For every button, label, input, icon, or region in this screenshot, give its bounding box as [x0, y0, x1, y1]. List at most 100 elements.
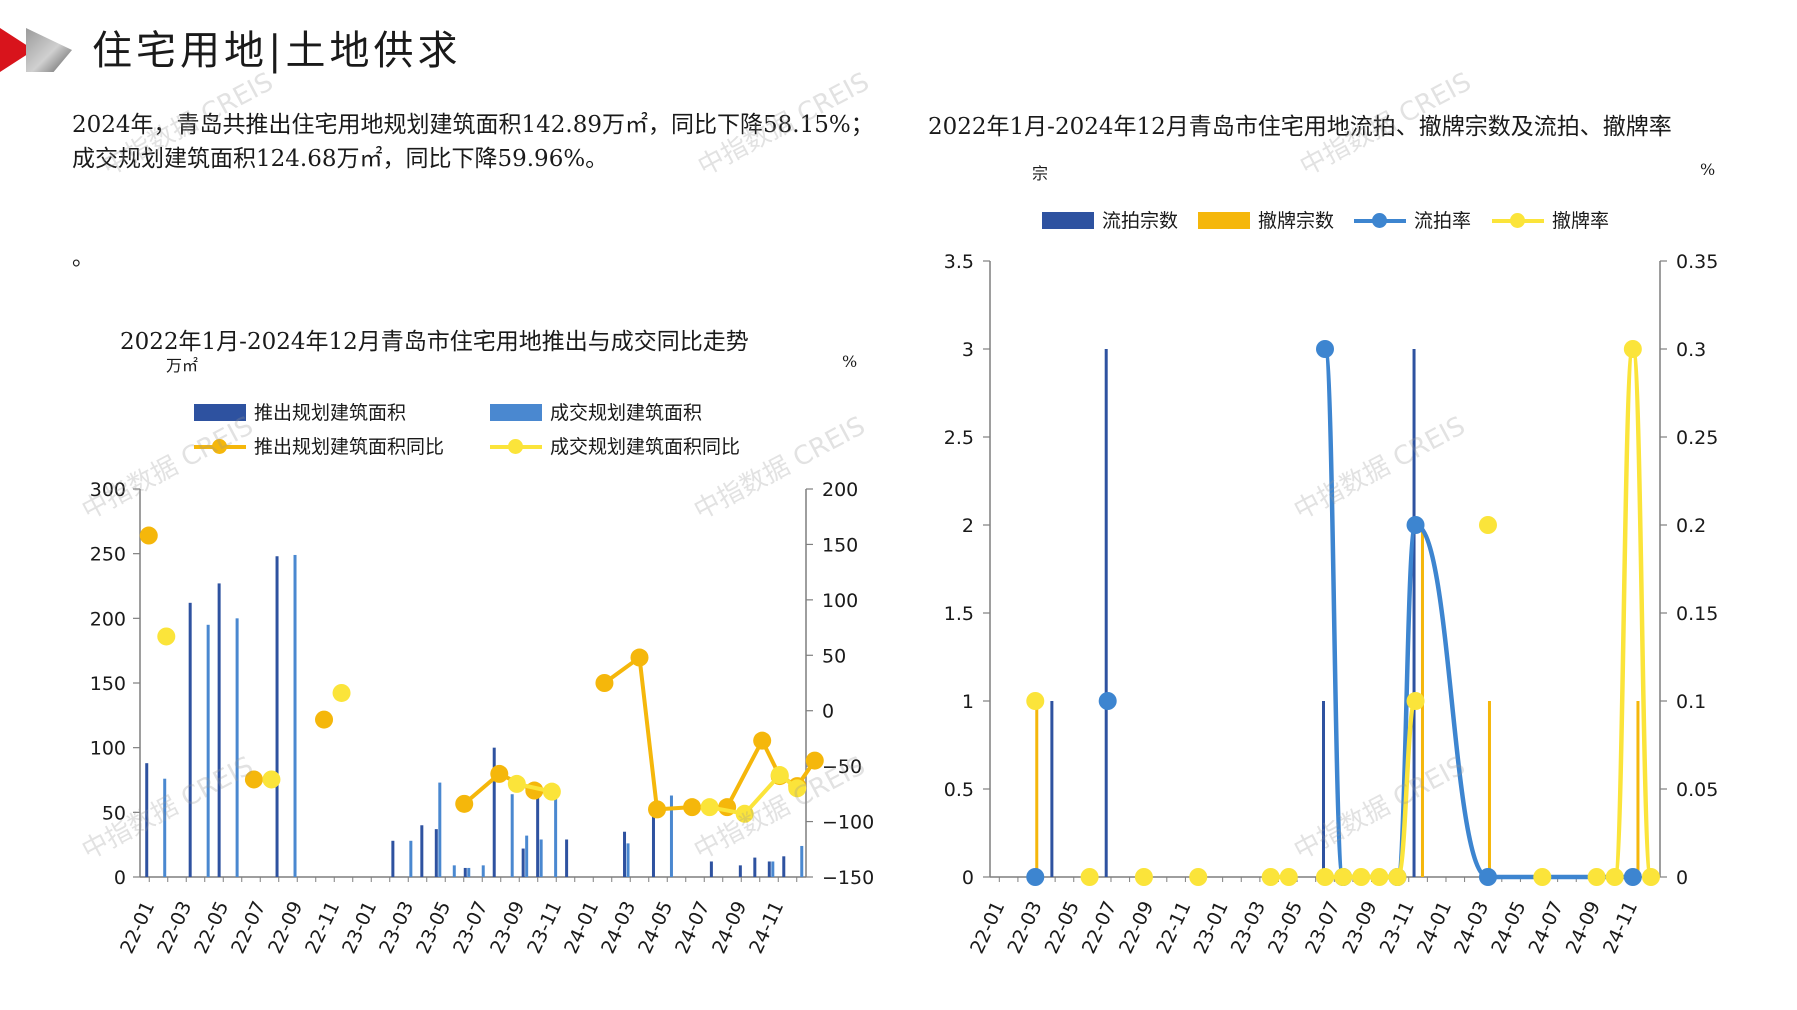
line-marker: [244, 770, 263, 789]
bar: [434, 829, 438, 877]
bar: [145, 763, 149, 877]
y-right-tick-label: −50: [822, 756, 862, 778]
line-marker: [1316, 868, 1334, 886]
line-marker: [1388, 868, 1407, 886]
bar: [1035, 701, 1039, 877]
bar: [206, 624, 210, 877]
bar: [293, 554, 297, 877]
y-left-tick-label: 3: [962, 339, 974, 361]
y-right-tick-label: 0: [822, 701, 834, 723]
legend-swatch: [194, 404, 246, 421]
left-chart-left-unit: 万㎡: [166, 356, 199, 375]
y-left-tick-label: 200: [90, 608, 126, 630]
y-right-tick-label: 50: [822, 645, 846, 667]
line-marker: [1533, 868, 1552, 886]
legend-item-withdrawn-count: 撤牌宗数: [1198, 206, 1334, 233]
bar: [651, 812, 655, 877]
line-segment: [1612, 346, 1636, 880]
line-marker: [507, 774, 526, 793]
line-marker: [683, 798, 702, 817]
summary-text: 2024年，青岛共推出住宅用地规划建筑面积142.89万㎡，同比下降58.15%…: [72, 112, 874, 172]
bar: [753, 857, 757, 877]
line-marker: [1334, 868, 1353, 886]
bar: [1104, 349, 1108, 877]
line-segment: [1630, 346, 1654, 880]
bar: [275, 556, 279, 877]
bar: [492, 747, 496, 877]
right-chart-right-unit: %: [1700, 160, 1716, 179]
line-marker: [735, 804, 754, 823]
bar: [539, 839, 543, 877]
legend-swatch: [490, 438, 542, 455]
y-left-tick-label: 150: [90, 673, 126, 695]
line-marker: [262, 770, 281, 789]
line-marker: [788, 779, 807, 798]
line-marker: [1279, 868, 1298, 886]
line-marker: [139, 526, 158, 545]
legend-item-deal-area: 成交规划建筑面积: [490, 398, 702, 425]
y-left-tick-label: 1.5: [944, 603, 974, 625]
x-tick-label: 24-11: [1599, 898, 1642, 957]
summary-dot: 。: [72, 246, 95, 271]
line-marker: [753, 731, 772, 750]
bar: [452, 865, 456, 877]
bar: [409, 840, 413, 877]
bar: [554, 795, 558, 877]
bar: [163, 778, 167, 877]
legend-swatch: [1492, 212, 1544, 229]
line-marker: [1478, 868, 1497, 886]
left-chart-right-unit: %: [842, 352, 858, 371]
line-marker: [542, 782, 561, 801]
y-left-tick-label: 2.5: [944, 427, 974, 449]
bar: [467, 867, 471, 877]
legend-swatch: [1042, 212, 1094, 229]
bar: [235, 618, 239, 877]
line-marker: [490, 764, 509, 783]
bar: [525, 835, 529, 877]
y-right-tick-label: 0.3: [1676, 339, 1706, 361]
page-title: 住宅用地|土地供求: [92, 28, 462, 74]
y-left-tick-label: 250: [90, 544, 126, 566]
legend-label: 流拍率: [1414, 210, 1472, 232]
y-right-tick-label: 100: [822, 590, 858, 612]
legend-swatch: [490, 404, 542, 421]
bar: [782, 856, 786, 877]
legend-label: 撤牌宗数: [1258, 210, 1335, 232]
legend-label: 流拍宗数: [1102, 210, 1179, 232]
legend-swatch: [1354, 212, 1406, 229]
y-right-tick-label: −100: [822, 812, 874, 834]
y-left-tick-label: 50: [102, 802, 126, 824]
line-marker: [1261, 868, 1280, 886]
line-marker: [1026, 692, 1045, 710]
bar: [463, 867, 467, 877]
bar: [1322, 701, 1325, 877]
legend-label: 撤牌率: [1552, 210, 1610, 232]
legend-swatch: [1198, 212, 1250, 229]
line-marker: [1352, 868, 1371, 886]
y-left-tick-label: 0.5: [944, 779, 974, 801]
line-marker: [1134, 868, 1153, 886]
line-marker: [700, 798, 719, 817]
line-segment: [637, 655, 660, 812]
y-right-tick-label: 0.35: [1676, 251, 1718, 273]
bar: [626, 843, 630, 877]
line-marker: [1587, 868, 1606, 886]
line-marker: [1406, 516, 1425, 534]
y-right-tick-label: 0.2: [1676, 515, 1706, 537]
line-marker: [1605, 868, 1624, 886]
y-left-tick-label: 100: [90, 738, 126, 760]
bar: [1636, 701, 1640, 877]
bar: [420, 825, 424, 877]
line-marker: [770, 766, 789, 785]
line-segment: [1322, 346, 1346, 880]
line-marker: [595, 674, 614, 692]
bar: [738, 865, 742, 877]
y-left-tick-label: 0: [962, 867, 974, 889]
y-right-tick-label: 0.15: [1676, 603, 1718, 625]
line-marker: [648, 800, 667, 819]
line-marker: [1406, 692, 1425, 710]
y-right-tick-label: 0: [1676, 867, 1688, 889]
legend-swatch: [194, 438, 246, 455]
